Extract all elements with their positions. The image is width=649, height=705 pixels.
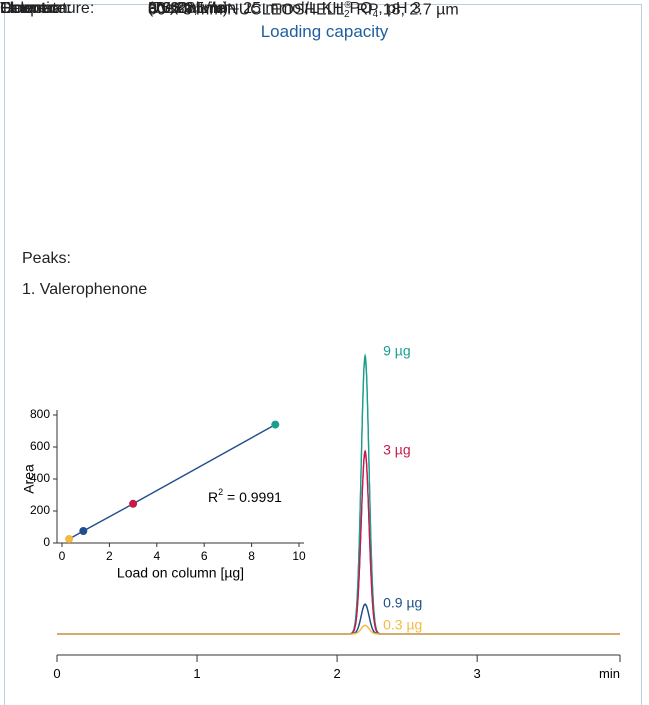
y-tick-label: 200 (30, 503, 50, 517)
text-segment: , pH 3 (378, 0, 421, 17)
text-segment: 30 °C (148, 0, 189, 17)
text-segment: 50 x 3 mm NUCLEOSHELL (148, 1, 345, 19)
x-tick-label: 2 (333, 666, 340, 681)
peak (349, 353, 381, 635)
text-segment: PO (349, 0, 373, 17)
text-segment: 0.66 mL/min (148, 0, 237, 17)
peak (349, 624, 381, 635)
peak-item: 1. Valerophenone (22, 281, 148, 298)
parameter-label: Temperature: (0, 0, 95, 17)
parameter-label: Column: (0, 0, 60, 17)
peak-label: 9 µg (383, 343, 411, 359)
text-segment: 4 (372, 9, 379, 21)
parameter-value: 30 °C (148, 0, 188, 18)
text-segment: RP 18, 2.7 µm (351, 1, 459, 19)
text-segment: ® (344, 0, 352, 11)
x-tick-label: 10 (292, 549, 306, 563)
x-axis-label: Load on column [µg] (117, 565, 244, 581)
parameter-value: 0.66 mL/min (148, 0, 236, 18)
text-segment: 2 (343, 9, 350, 21)
data-point (79, 527, 88, 535)
peak-trace (57, 624, 620, 635)
y-axis-label: Area (21, 464, 37, 494)
peak-trace (57, 603, 620, 635)
y-tick-label: 800 (30, 407, 50, 421)
data-point (129, 499, 138, 508)
parameter-value: 50 x 3 mm NUCLEOSHELL® RP 18, 2.7 µm (148, 0, 459, 19)
peak-label: 0.9 µg (383, 595, 422, 611)
peak-label: 0.3 µg (383, 617, 422, 633)
parameter-label: Eluent: (0, 0, 50, 17)
title: Loading capacity (260, 22, 389, 41)
y-tick-label: 600 (30, 439, 50, 453)
annotation-segment: R (208, 489, 218, 505)
text-segment: acetonitrile – 25 mmol/L KH (148, 0, 344, 17)
peak-trace (57, 355, 620, 635)
x-tick-label: 0 (53, 666, 60, 681)
x-tick-label: 2 (106, 549, 113, 563)
text-segment: (70:30, v/v) (148, 0, 229, 17)
peak-label: 3 µg (383, 442, 411, 458)
annotation: R2 = 0.9991 (208, 487, 282, 504)
x-tick-label: 3 (474, 666, 481, 681)
y-tick-label: 400 (30, 471, 50, 485)
text-segment: UV, 285 nm (148, 0, 232, 17)
y-tick-label: 0 (43, 535, 50, 549)
x-tick-label: 6 (201, 549, 208, 563)
parameter-value: (70:30, v/v) (148, 0, 228, 18)
peaks-heading: Peaks: (22, 250, 71, 267)
x-axis-label: min (599, 666, 620, 681)
parameter-label: Detection: (0, 0, 73, 17)
x-tick-label: 0 (59, 549, 66, 563)
parameter-value: UV, 285 nm (148, 0, 231, 18)
frame (4, 4, 642, 705)
parameter-value: acetonitrile – 25 mmol/L KH2PO4, pH 3 (148, 0, 421, 20)
parameter-label: Flow rate: (0, 0, 71, 17)
peak (349, 449, 381, 635)
annotation-segment: = 0.9991 (223, 489, 282, 505)
x-tick-label: 1 (193, 666, 200, 681)
x-tick-label: 4 (153, 549, 160, 563)
annotation-segment: 2 (218, 487, 223, 497)
x-tick-label: 8 (248, 549, 255, 563)
fit-line (68, 423, 276, 540)
data-point (271, 420, 280, 429)
data-point (65, 535, 74, 543)
